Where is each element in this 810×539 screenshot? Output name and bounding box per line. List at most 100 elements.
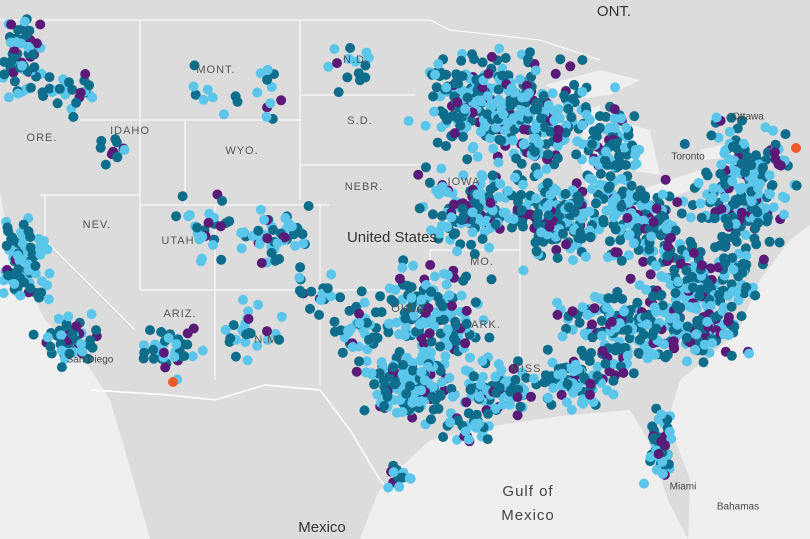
location-dot: [657, 300, 668, 311]
location-dot: [400, 313, 411, 324]
location-dot: [536, 113, 546, 124]
location-dot: [427, 209, 438, 220]
location-dot: [460, 426, 471, 437]
location-dot: [515, 74, 525, 85]
location-dot: [25, 82, 36, 93]
location-dot: [751, 150, 761, 161]
location-dot: [770, 154, 781, 165]
location-dot: [632, 297, 643, 308]
location-dot: [17, 238, 28, 249]
location-dot: [457, 203, 468, 214]
location-dot: [653, 449, 664, 459]
location-dot: [617, 294, 628, 304]
location-dot: [266, 247, 277, 258]
location-dot: [526, 391, 536, 402]
location-dot: [719, 192, 730, 203]
location-dot: [448, 229, 459, 240]
location-dot: [610, 224, 621, 235]
location-dot: [556, 389, 567, 400]
location-dot: [536, 227, 547, 238]
location-dot: [437, 301, 448, 312]
location-dot: [188, 81, 199, 92]
location-dot: [552, 133, 563, 143]
location-dot: [648, 216, 659, 227]
location-dot: [298, 238, 309, 249]
location-dot: [384, 318, 395, 329]
location-dot: [718, 329, 729, 340]
location-dot: [435, 389, 446, 400]
location-dot: [420, 120, 431, 131]
location-dot: [138, 340, 149, 351]
location-dot: [472, 151, 483, 162]
location-dot: [584, 206, 595, 217]
location-dot: [369, 379, 380, 390]
location-dot: [71, 321, 82, 332]
location-dot: [623, 250, 634, 261]
location-dot: [452, 97, 463, 108]
location-dot: [413, 169, 424, 180]
location-dot: [579, 350, 590, 361]
location-dot: [584, 115, 595, 125]
location-dot: [323, 61, 334, 72]
location-dot: [687, 200, 698, 210]
location-dot: [477, 234, 488, 244]
location-dot: [397, 407, 408, 417]
state-label: ARIZ.: [163, 308, 196, 320]
location-dot: [188, 323, 199, 334]
location-dot: [577, 302, 588, 313]
location-dot: [765, 189, 775, 200]
location-dot: [415, 355, 425, 366]
location-dot: [465, 352, 475, 363]
location-dot: [359, 297, 370, 308]
location-dot: [732, 123, 743, 134]
location-dot: [661, 223, 672, 234]
location-dot: [746, 160, 757, 171]
location-dot: [552, 253, 563, 263]
location-dot: [505, 386, 516, 397]
location-dot: [622, 213, 633, 223]
location-dot: [3, 226, 14, 237]
location-dot: [553, 104, 564, 115]
location-dot: [603, 293, 614, 304]
location-dot: [426, 286, 437, 297]
location-dot: [512, 392, 523, 403]
location-dot: [345, 43, 356, 53]
location-dot: [426, 347, 437, 358]
location-dot: [95, 142, 106, 153]
location-dot: [240, 337, 251, 348]
location-dot: [236, 243, 247, 254]
location-dot: [13, 264, 24, 275]
location-dot: [0, 56, 10, 67]
location-dot: [762, 212, 773, 223]
location-dot: [430, 69, 441, 80]
location-dot: [255, 204, 266, 215]
location-dot: [259, 214, 270, 225]
location-dot: [670, 288, 681, 298]
location-dot: [440, 351, 451, 362]
location-dot: [543, 210, 554, 221]
location-dot: [37, 276, 47, 287]
location-dot: [64, 77, 74, 88]
location-dot: [28, 329, 39, 340]
location-dot: [521, 372, 532, 383]
location-dot: [508, 363, 519, 374]
location-dot: [676, 208, 687, 219]
location-dot: [544, 221, 555, 232]
location-dot: [400, 322, 411, 333]
location-dot: [604, 122, 615, 133]
location-dot: [305, 303, 315, 314]
location-dot: [406, 302, 417, 313]
location-dot: [490, 371, 501, 382]
location-dot: [561, 323, 572, 334]
location-dot: [602, 385, 612, 396]
location-dot: [67, 84, 78, 95]
location-dot: [708, 183, 719, 194]
location-dot: [325, 291, 336, 302]
location-dot: [706, 130, 717, 141]
location-dot: [513, 384, 524, 395]
state-label: NEV.: [83, 219, 112, 231]
location-dot: [13, 88, 24, 99]
location-dot: [703, 278, 714, 289]
location-dot: [160, 362, 171, 373]
